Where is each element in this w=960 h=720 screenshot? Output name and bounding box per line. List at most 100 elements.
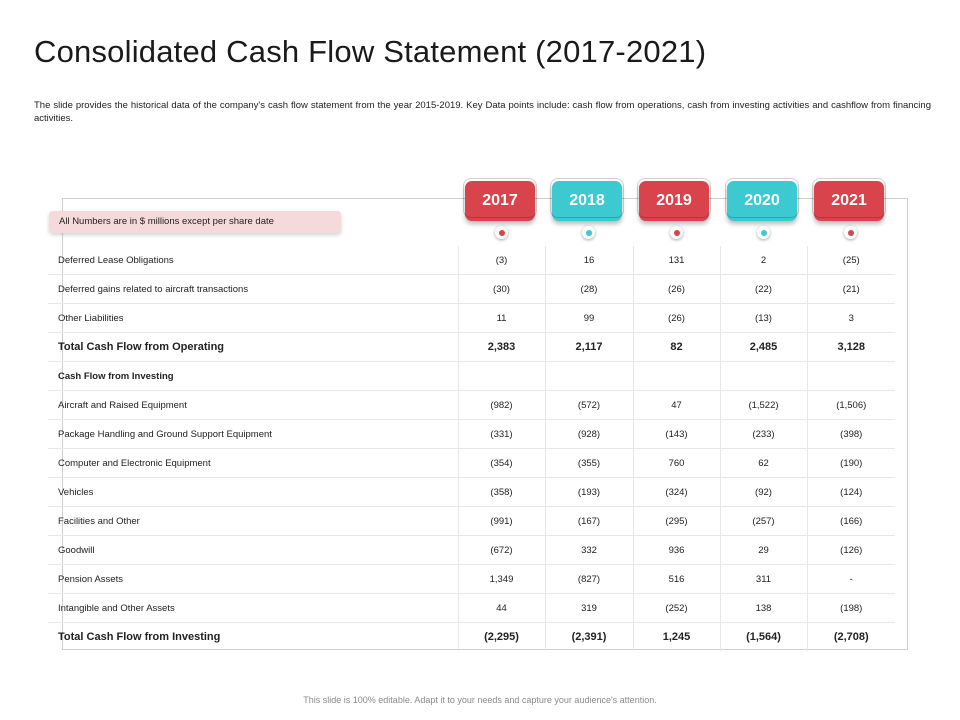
cell-value: (982) bbox=[457, 390, 545, 420]
cell-value: (22) bbox=[719, 274, 807, 304]
cell-value: 3 bbox=[806, 303, 895, 333]
row-label: Pension Assets bbox=[48, 564, 458, 594]
cell-value: 44 bbox=[457, 593, 545, 623]
cell-value: 2,117 bbox=[544, 332, 633, 362]
table-row: Package Handling and Ground Support Equi… bbox=[48, 419, 895, 449]
cell-value: (30) bbox=[457, 274, 545, 304]
cell-value: 138 bbox=[719, 593, 807, 623]
cell-value: (295) bbox=[632, 506, 720, 536]
year-marker-dot bbox=[495, 226, 508, 239]
cell-value: (28) bbox=[544, 274, 633, 304]
table-row: Facilities and Other (991) (167) (295) (… bbox=[48, 506, 895, 536]
year-marker-dot bbox=[757, 226, 770, 239]
cell-value: (827) bbox=[544, 564, 633, 594]
row-label: Computer and Electronic Equipment bbox=[48, 448, 458, 478]
table-row: Deferred Lease Obligations (3) 16 131 2 … bbox=[48, 246, 895, 275]
cell-value: 1,245 bbox=[632, 622, 720, 651]
row-label: Total Cash Flow from Investing bbox=[58, 631, 221, 643]
cell-value: (1,506) bbox=[806, 390, 895, 420]
cell-value bbox=[719, 361, 807, 391]
section-header-row: Cash Flow from Investing bbox=[48, 361, 895, 391]
cell-value: (13) bbox=[719, 303, 807, 333]
cell-value: (190) bbox=[806, 448, 895, 478]
cell-value: (167) bbox=[544, 506, 633, 536]
cell-value: 16 bbox=[544, 246, 633, 275]
cell-value: 47 bbox=[632, 390, 720, 420]
cell-value: 2 bbox=[719, 246, 807, 275]
row-label: Vehicles bbox=[48, 477, 458, 507]
cell-value: 311 bbox=[719, 564, 807, 594]
cell-value: 99 bbox=[544, 303, 633, 333]
footer-note: This slide is 100% editable. Adapt it to… bbox=[303, 695, 657, 705]
cash-flow-table: Deferred Lease Obligations (3) 16 131 2 … bbox=[48, 246, 895, 651]
cell-value bbox=[457, 361, 545, 391]
cell-value: (928) bbox=[544, 419, 633, 449]
cell-value: 2,485 bbox=[719, 332, 807, 362]
cell-value: (26) bbox=[632, 303, 720, 333]
total-row: Total Cash Flow from Operating 2,383 2,1… bbox=[48, 332, 895, 362]
table-row: Aircraft and Raised Equipment (982) (572… bbox=[48, 390, 895, 420]
cell-value: (26) bbox=[632, 274, 720, 304]
cell-value: (257) bbox=[719, 506, 807, 536]
row-label: Goodwill bbox=[48, 535, 458, 565]
cell-value: (2,295) bbox=[457, 622, 545, 651]
row-label: Package Handling and Ground Support Equi… bbox=[48, 419, 458, 449]
cell-value: 131 bbox=[632, 246, 720, 275]
cell-value: (572) bbox=[544, 390, 633, 420]
table-row: Other Liabilities 11 99 (26) (13) 3 bbox=[48, 303, 895, 333]
total-row: Total Cash Flow from Investing (2,295) (… bbox=[48, 622, 895, 651]
cell-value: (166) bbox=[806, 506, 895, 536]
table-row: Vehicles (358) (193) (324) (92) (124) bbox=[48, 477, 895, 507]
cell-value: (2,708) bbox=[806, 622, 895, 651]
year-tab-2021: 2021 bbox=[812, 178, 886, 221]
cell-value bbox=[632, 361, 720, 391]
row-label: Intangible and Other Assets bbox=[48, 593, 458, 623]
cell-value: (1,522) bbox=[719, 390, 807, 420]
cell-value: 760 bbox=[632, 448, 720, 478]
year-tab-2019: 2019 bbox=[637, 178, 711, 221]
cell-value: (92) bbox=[719, 477, 807, 507]
cell-value: (324) bbox=[632, 477, 720, 507]
row-label: Deferred Lease Obligations bbox=[48, 246, 458, 275]
cell-value: (233) bbox=[719, 419, 807, 449]
cell-value: 3,128 bbox=[806, 332, 895, 362]
cell-value: 516 bbox=[632, 564, 720, 594]
cell-value: (1,564) bbox=[719, 622, 807, 651]
cell-value: (126) bbox=[806, 535, 895, 565]
cell-value: (252) bbox=[632, 593, 720, 623]
cell-value: (3) bbox=[457, 246, 545, 275]
page-subtitle: The slide provides the historical data o… bbox=[34, 100, 931, 124]
table-row: Goodwill (672) 332 936 29 (126) bbox=[48, 535, 895, 565]
cell-value: 319 bbox=[544, 593, 633, 623]
page-title: Consolidated Cash Flow Statement (2017-2… bbox=[34, 34, 707, 69]
row-label: Facilities and Other bbox=[48, 506, 458, 536]
row-label: Cash Flow from Investing bbox=[48, 361, 458, 391]
units-note: All Numbers are in $ millions except per… bbox=[49, 211, 341, 233]
cell-value bbox=[544, 361, 633, 391]
cell-value: 2,383 bbox=[457, 332, 545, 362]
cell-value: (672) bbox=[457, 535, 545, 565]
cell-value: (193) bbox=[544, 477, 633, 507]
row-label: Deferred gains related to aircraft trans… bbox=[48, 274, 458, 304]
cell-value bbox=[806, 361, 895, 391]
cell-value: 11 bbox=[457, 303, 545, 333]
cell-value: 1,349 bbox=[457, 564, 545, 594]
row-label: Other Liabilities bbox=[48, 303, 458, 333]
year-marker-dot bbox=[670, 226, 683, 239]
row-label: Aircraft and Raised Equipment bbox=[48, 390, 458, 420]
year-tab-2020: 2020 bbox=[725, 178, 799, 221]
cell-value: - bbox=[806, 564, 895, 594]
table-row: Deferred gains related to aircraft trans… bbox=[48, 274, 895, 304]
year-marker-dot bbox=[582, 226, 595, 239]
table-row: Computer and Electronic Equipment (354) … bbox=[48, 448, 895, 478]
cell-value: 82 bbox=[632, 332, 720, 362]
cell-value: (355) bbox=[544, 448, 633, 478]
table-row: Pension Assets 1,349 (827) 516 311 - bbox=[48, 564, 895, 594]
cell-value: (21) bbox=[806, 274, 895, 304]
cell-value: (198) bbox=[806, 593, 895, 623]
cell-value: 332 bbox=[544, 535, 633, 565]
cell-value: (25) bbox=[806, 246, 895, 275]
cell-value: (331) bbox=[457, 419, 545, 449]
year-marker-dot bbox=[844, 226, 857, 239]
cell-value: 62 bbox=[719, 448, 807, 478]
